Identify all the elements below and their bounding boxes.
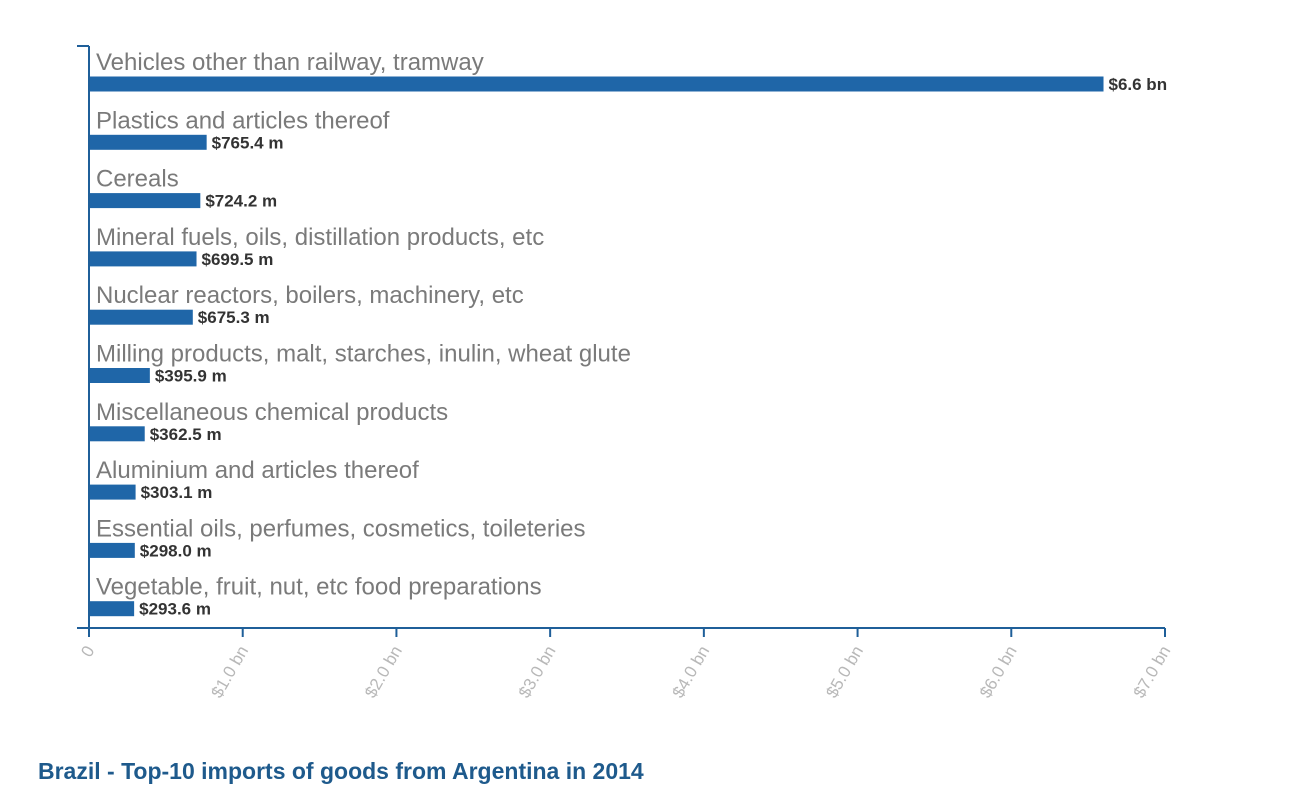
category-label: Aluminium and articles thereof (96, 457, 419, 484)
labels-layer: Vehicles other than railway, tramway $6.6… (96, 49, 1167, 619)
x-tick-label: $7.0 bn (1130, 643, 1175, 702)
bar-3 (89, 251, 197, 267)
value-label: $675.3 m (198, 308, 270, 327)
category-label: Plastics and articles thereof (96, 107, 390, 134)
x-tick-label: $4.0 bn (668, 643, 713, 702)
bar-6 (89, 426, 145, 442)
value-label: $298.0 m (140, 541, 212, 560)
category-label: Cereals (96, 166, 179, 193)
x-tick-label: $5.0 bn (822, 643, 867, 702)
bar-0 (89, 76, 1104, 92)
value-label: $724.2 m (205, 192, 277, 211)
x-tick-label: 0 (77, 643, 98, 661)
x-tick-label: $1.0 bn (207, 643, 252, 702)
x-tick-label: $6.0 bn (976, 642, 1021, 701)
value-label: $395.9 m (155, 367, 227, 386)
bar-chart: Vehicles other than railway, tramway $6.6… (77, 45, 1175, 702)
category-label: Vehicles other than railway, tramway (96, 49, 484, 76)
value-label: $6.6 bn (1109, 75, 1168, 94)
category-label: Essential oils, perfumes, cosmetics, toi… (96, 515, 586, 542)
x-tick-label: $2.0 bn (361, 643, 406, 702)
value-label: $303.1 m (141, 483, 213, 502)
value-label: $699.5 m (202, 250, 274, 269)
chart-title: Brazil - Top-10 imports of goods from Ar… (38, 758, 644, 784)
category-label: Nuclear reactors, boilers, machinery, et… (96, 282, 524, 309)
bar-4 (89, 309, 193, 325)
category-label: Vegetable, fruit, nut, etc food preparat… (96, 574, 542, 601)
category-label: Miscellaneous chemical products (96, 399, 448, 426)
x-tick-label: $3.0 bn (515, 643, 560, 702)
bar-1 (89, 134, 207, 150)
bars-layer (89, 76, 1104, 617)
bar-8 (89, 542, 135, 558)
value-label: $293.6 m (139, 600, 211, 619)
category-label: Milling products, malt, starches, inulin… (96, 341, 631, 368)
bar-7 (89, 484, 136, 500)
bar-5 (89, 368, 150, 383)
category-label: Mineral fuels, oils, distillation produc… (96, 224, 544, 251)
bar-2 (89, 193, 201, 209)
value-label: $765.4 m (212, 133, 284, 152)
bar-9 (89, 601, 135, 617)
value-label: $362.5 m (150, 425, 222, 444)
